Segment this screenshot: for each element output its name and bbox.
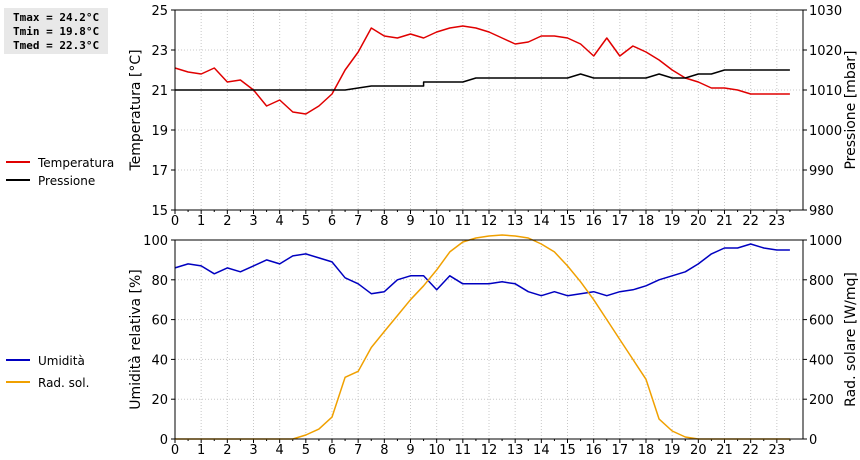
x-tick-label: 20 [690,443,707,458]
x-tick-label: 15 [559,443,576,458]
y-tick-label: 23 [151,44,168,59]
x-tick-label: 16 [585,443,602,458]
legend-label: Pressione [38,174,95,188]
tmin-label: Tmin = 19.8°C [13,25,100,38]
x-tick-label: 12 [481,214,498,229]
y-axis-label: Umidità relativa [%] [128,269,144,410]
y2-tick-label: 400 [809,353,834,368]
x-tick-label: 18 [638,443,655,458]
legend-label: Umidità [38,354,85,368]
y-tick-label: 17 [151,164,168,179]
y-tick-label: 40 [151,353,168,368]
x-tick-label: 8 [380,214,388,229]
x-tick-label: 20 [690,214,707,229]
y2-tick-label: 200 [809,393,834,408]
y2-tick-label: 1000 [809,124,842,139]
x-tick-label: 5 [302,443,310,458]
y2-tick-label: 800 [809,274,834,289]
x-tick-label: 3 [249,214,257,229]
legend-label: Temperatura [37,156,114,170]
plot-frame [174,239,804,440]
x-tick-label: 2 [223,443,231,458]
y2-tick-label: 0 [809,433,817,448]
y-tick-label: 25 [151,4,168,19]
x-tick-label: 8 [380,443,388,458]
x-tick-label: 10 [428,443,445,458]
y-axis-label: Temperatura [°C] [128,49,144,171]
x-tick-label: 21 [716,214,733,229]
series-line-rad-sol [175,234,790,440]
x-tick-label: 13 [507,443,524,458]
y-tick-label: 100 [143,234,168,249]
legend-label: Rad. sol. [38,376,89,390]
x-tick-label: 7 [354,443,362,458]
y2-axis-label: Pressione [mbar] [843,50,859,169]
x-tick-label: 2 [223,214,231,229]
x-tick-label: 0 [171,214,179,229]
x-tick-label: 17 [612,214,629,229]
x-tick-label: 6 [328,443,336,458]
y2-tick-label: 990 [809,164,834,179]
x-tick-label: 1 [197,443,205,458]
x-tick-label: 4 [276,214,284,229]
x-tick-label: 11 [455,443,472,458]
x-tick-label: 6 [328,214,336,229]
x-tick-label: 15 [559,214,576,229]
series-line-temperatura [174,25,790,115]
x-tick-label: 12 [481,443,498,458]
y-tick-label: 15 [151,204,168,219]
x-tick-label: 14 [533,214,550,229]
x-tick-label: 7 [354,214,362,229]
tmed-label: Tmed = 22.3°C [13,39,100,52]
x-tick-label: 19 [664,443,681,458]
x-tick-label: 13 [507,214,524,229]
y-tick-label: 20 [151,393,168,408]
x-tick-label: 10 [428,214,445,229]
y-tick-label: 0 [160,433,168,448]
x-tick-label: 5 [302,214,310,229]
y2-tick-label: 1000 [809,234,842,249]
y2-tick-label: 980 [809,204,834,219]
x-tick-label: 19 [664,214,681,229]
y2-axis-label: Rad. solare [W/mq] [843,272,859,407]
series-line-umidit [174,243,790,297]
x-tick-label: 11 [455,214,472,229]
x-tick-label: 0 [171,443,179,458]
tmax-label: Tmax = 24.2°C [13,11,100,24]
x-tick-label: 21 [716,443,733,458]
x-tick-label: 22 [742,214,759,229]
y-tick-label: 60 [151,314,168,329]
x-tick-label: 9 [406,443,414,458]
stats-box: Tmax = 24.2°C Tmin = 19.8°C Tmed = 22.3°… [4,8,108,54]
x-tick-label: 14 [533,443,550,458]
x-tick-label: 22 [742,443,759,458]
x-tick-label: 4 [276,443,284,458]
y2-tick-label: 1010 [809,84,842,99]
x-tick-label: 23 [769,214,786,229]
x-tick-label: 9 [406,214,414,229]
x-tick-label: 18 [638,214,655,229]
y2-tick-label: 600 [809,314,834,329]
y2-tick-label: 1030 [809,4,842,19]
x-tick-label: 16 [585,214,602,229]
series-line-pressione [175,69,790,91]
y2-tick-label: 1020 [809,44,842,59]
y-tick-label: 19 [151,124,168,139]
x-tick-label: 17 [612,443,629,458]
y-tick-label: 80 [151,274,168,289]
x-tick-label: 3 [249,443,257,458]
plot-frame [174,9,804,211]
y-tick-label: 21 [151,84,168,99]
x-tick-label: 23 [769,443,786,458]
x-tick-label: 1 [197,214,205,229]
